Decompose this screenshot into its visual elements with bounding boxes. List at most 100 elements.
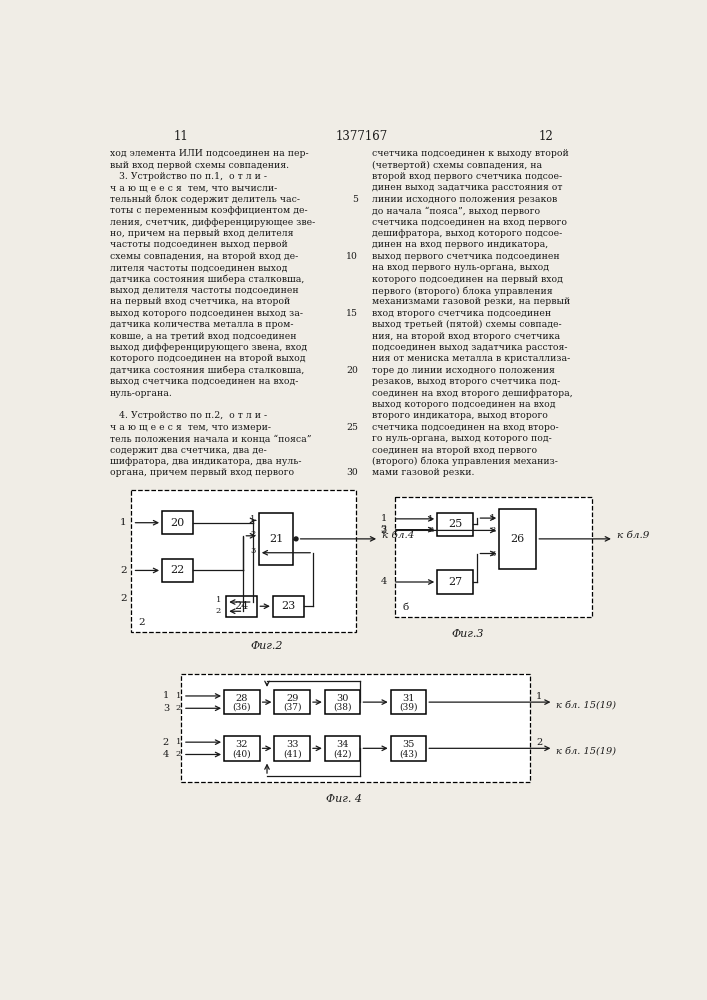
Bar bbox=[224, 690, 259, 714]
Text: выход дифференцирующего звена, вход: выход дифференцирующего звена, вход bbox=[110, 343, 308, 352]
Text: 2: 2 bbox=[163, 738, 169, 747]
Text: 11: 11 bbox=[174, 130, 189, 143]
Bar bbox=[325, 736, 361, 761]
Text: 21: 21 bbox=[269, 534, 283, 544]
Text: (четвертой) схемы совпадения, на: (четвертой) схемы совпадения, на bbox=[372, 161, 542, 170]
Text: вход второго счетчика подсоединен: вход второго счетчика подсоединен bbox=[372, 309, 551, 318]
Text: на вход первого нуль-органа, выход: на вход первого нуль-органа, выход bbox=[372, 263, 549, 272]
Text: 2: 2 bbox=[175, 750, 181, 758]
Text: 2: 2 bbox=[120, 566, 127, 575]
Text: к бл.9: к бл.9 bbox=[617, 531, 649, 540]
Text: линии исходного положения резаков: линии исходного положения резаков bbox=[372, 195, 557, 204]
Text: второй вход первого счетчика подсое-: второй вход первого счетчика подсое- bbox=[372, 172, 562, 181]
Bar bbox=[259, 513, 293, 565]
Text: 10: 10 bbox=[346, 252, 358, 261]
Text: 2: 2 bbox=[139, 618, 145, 627]
Text: 26: 26 bbox=[510, 534, 525, 544]
Text: резаков, выход второго счетчика под-: резаков, выход второго счетчика под- bbox=[372, 377, 560, 386]
Text: 1: 1 bbox=[163, 691, 169, 700]
Text: 2: 2 bbox=[216, 607, 221, 615]
Text: 1: 1 bbox=[380, 514, 387, 523]
Text: 24: 24 bbox=[235, 601, 249, 611]
Text: 4: 4 bbox=[380, 578, 387, 586]
Bar bbox=[325, 690, 361, 714]
Text: 2: 2 bbox=[537, 738, 542, 747]
Text: 25: 25 bbox=[346, 423, 358, 432]
Text: лителя частоты подсоединен выход: лителя частоты подсоединен выход bbox=[110, 263, 288, 272]
Text: вый вход первой схемы совпадения.: вый вход первой схемы совпадения. bbox=[110, 161, 289, 170]
Text: выход первого счетчика подсоединен: выход первого счетчика подсоединен bbox=[372, 252, 560, 261]
Text: счетчика подсоединен к выходу второй: счетчика подсоединен к выходу второй bbox=[372, 149, 568, 158]
Text: нуль-органа.: нуль-органа. bbox=[110, 389, 173, 398]
Text: 3. Устройство по п.1,  о т л и -: 3. Устройство по п.1, о т л и - bbox=[110, 172, 267, 181]
Text: выход которого подсоединен на вход: выход которого подсоединен на вход bbox=[372, 400, 556, 409]
Text: 23: 23 bbox=[281, 601, 296, 611]
Circle shape bbox=[294, 537, 298, 541]
Text: механизмами газовой резки, на первый: механизмами газовой резки, на первый bbox=[372, 297, 571, 306]
Text: дешифратора, выход которого подсое-: дешифратора, выход которого подсое- bbox=[372, 229, 562, 238]
Bar bbox=[182, 674, 530, 782]
Text: органа, причем первый вход первого: органа, причем первый вход первого bbox=[110, 468, 294, 477]
Text: 22: 22 bbox=[170, 565, 185, 575]
Text: ч а ю щ е е с я  тем, что измери-: ч а ю щ е е с я тем, что измери- bbox=[110, 423, 271, 432]
Text: до начала “пояса”, выход первого: до начала “пояса”, выход первого bbox=[372, 206, 540, 216]
Text: 2: 2 bbox=[490, 526, 496, 534]
Text: 1: 1 bbox=[120, 518, 127, 527]
Text: (43): (43) bbox=[399, 749, 418, 758]
Bar bbox=[437, 513, 473, 536]
Bar bbox=[224, 736, 259, 761]
Text: 3: 3 bbox=[490, 550, 496, 558]
Text: го нуль-органа, выход которого под-: го нуль-органа, выход которого под- bbox=[372, 434, 551, 443]
Text: 27: 27 bbox=[448, 577, 462, 587]
Text: 5: 5 bbox=[352, 195, 358, 204]
Text: шифратора, два индикатора, два нуль-: шифратора, два индикатора, два нуль- bbox=[110, 457, 302, 466]
Text: (36): (36) bbox=[233, 703, 251, 712]
Text: 32: 32 bbox=[235, 740, 248, 749]
Text: 2: 2 bbox=[380, 526, 387, 535]
Text: 1: 1 bbox=[250, 515, 255, 523]
Text: выход счетчика подсоединен на вход-: выход счетчика подсоединен на вход- bbox=[110, 377, 298, 386]
Text: 28: 28 bbox=[235, 694, 248, 703]
Text: счетчика подсоединен на вход второ-: счетчика подсоединен на вход второ- bbox=[372, 423, 559, 432]
Bar bbox=[499, 509, 537, 569]
Bar bbox=[226, 596, 257, 617]
Text: 1: 1 bbox=[428, 515, 433, 523]
Text: 1: 1 bbox=[490, 514, 496, 522]
Text: 1: 1 bbox=[175, 738, 181, 746]
Text: 3: 3 bbox=[250, 547, 255, 555]
Text: Φиг. 4: Φиг. 4 bbox=[326, 794, 362, 804]
Bar bbox=[131, 490, 356, 632]
Text: 30: 30 bbox=[337, 694, 349, 703]
Text: 33: 33 bbox=[286, 740, 298, 749]
Text: 1: 1 bbox=[537, 692, 542, 701]
Text: на первый вход счетчика, на второй: на первый вход счетчика, на второй bbox=[110, 297, 291, 306]
Text: 4. Устройство по п.2,  о т л и -: 4. Устройство по п.2, о т л и - bbox=[110, 411, 267, 420]
Text: 2: 2 bbox=[428, 526, 433, 534]
Bar bbox=[391, 736, 426, 761]
Text: (37): (37) bbox=[283, 703, 301, 712]
Text: 15: 15 bbox=[346, 309, 358, 318]
Text: счетчика подсоединен на вход первого: счетчика подсоединен на вход первого bbox=[372, 218, 567, 227]
Text: 12: 12 bbox=[538, 130, 553, 143]
Text: (39): (39) bbox=[399, 703, 418, 712]
Text: соединен на второй вход первого: соединен на второй вход первого bbox=[372, 446, 537, 455]
Text: 20: 20 bbox=[170, 518, 185, 528]
Text: 35: 35 bbox=[402, 740, 414, 749]
Text: первого (второго) блока управления: первого (второго) блока управления bbox=[372, 286, 553, 296]
Bar bbox=[273, 596, 304, 617]
Text: 20: 20 bbox=[346, 366, 358, 375]
Text: датчика состояния шибера сталковша,: датчика состояния шибера сталковша, bbox=[110, 275, 304, 284]
Text: 30: 30 bbox=[346, 468, 358, 477]
Text: (40): (40) bbox=[233, 749, 251, 758]
Bar bbox=[274, 736, 310, 761]
Text: 29: 29 bbox=[286, 694, 298, 703]
Text: мами газовой резки.: мами газовой резки. bbox=[372, 468, 474, 477]
Bar bbox=[395, 497, 592, 617]
Text: которого подсоединен на первый вход: которого подсоединен на первый вход bbox=[372, 275, 563, 284]
Text: (второго) блока управления механиз-: (второго) блока управления механиз- bbox=[372, 457, 558, 466]
Bar bbox=[274, 690, 310, 714]
Text: к бл. 15(19): к бл. 15(19) bbox=[556, 747, 617, 756]
Text: содержит два счетчика, два де-: содержит два счетчика, два де- bbox=[110, 446, 267, 455]
Text: выход третьей (пятой) схемы совпаде-: выход третьей (пятой) схемы совпаде- bbox=[372, 320, 561, 329]
Text: динен на вход первого индикатора,: динен на вход первого индикатора, bbox=[372, 240, 548, 249]
